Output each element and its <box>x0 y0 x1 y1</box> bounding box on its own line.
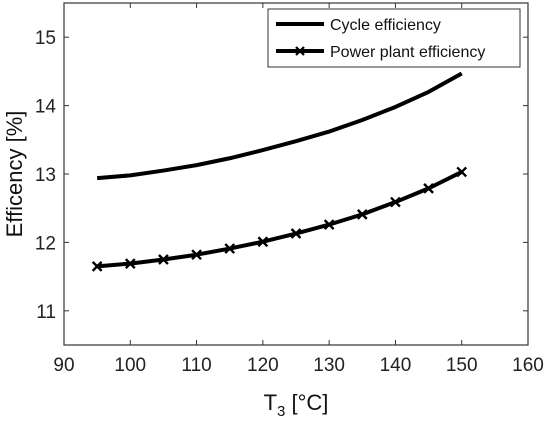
y-axis-ticks: 11 12 13 14 15 <box>35 28 528 323</box>
data-point-marker <box>257 236 269 248</box>
data-point-marker <box>423 183 434 194</box>
x-axis-label-unit: [°C] <box>285 390 328 415</box>
data-point-marker <box>191 249 202 261</box>
y-tick-label: 15 <box>35 28 56 49</box>
legend-label-cycle: Cycle efficiency <box>330 17 441 34</box>
y-tick-label: 13 <box>35 165 56 186</box>
x-tick-label: 160 <box>512 355 544 376</box>
data-point-marker <box>158 254 169 265</box>
x-tick-label: 100 <box>114 355 146 376</box>
series-line-0 <box>96 71 463 181</box>
data-point-marker <box>323 219 335 230</box>
data-point-marker <box>124 258 136 269</box>
x-tick-label: 150 <box>446 355 478 376</box>
legend-marker-plant <box>295 46 305 56</box>
x-axis-ticks: 90 100 110 120 130 140 150 160 <box>53 3 544 376</box>
data-point-marker <box>456 166 468 178</box>
y-axis-label: Efficency [%] <box>2 111 27 238</box>
x-tick-label: 130 <box>313 355 345 376</box>
data-point-marker <box>290 228 302 239</box>
legend-label-plant: Power plant efficiency <box>330 44 485 61</box>
x-tick-label: 90 <box>53 355 74 376</box>
x-tick-label: 140 <box>380 355 412 376</box>
x-axis-label: T3 [°C] <box>264 390 329 420</box>
y-tick-label: 14 <box>35 97 57 118</box>
data-point-marker <box>356 209 368 220</box>
data-point-marker <box>91 260 103 272</box>
legend: Cycle efficiency Power plant efficiency <box>267 8 521 68</box>
data-point-marker <box>390 196 401 208</box>
x-axis-label-main: T <box>264 390 277 415</box>
x-axis-label-subscript: 3 <box>277 403 285 420</box>
y-tick-label: 11 <box>36 302 56 323</box>
legend-box <box>267 8 521 68</box>
data-point-marker <box>224 243 236 254</box>
series-line-1 <box>96 170 463 269</box>
x-tick-label: 120 <box>247 355 279 376</box>
x-tick-label: 110 <box>181 355 211 376</box>
series-layer <box>91 71 468 272</box>
y-tick-label: 12 <box>35 233 56 254</box>
